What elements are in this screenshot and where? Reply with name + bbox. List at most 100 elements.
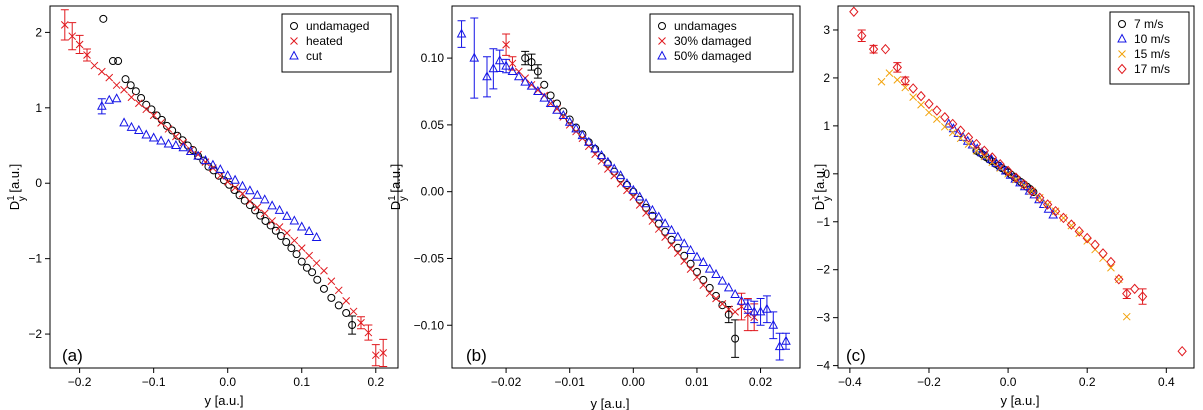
panel-c-15-m-s-point [933,115,941,124]
panel-b-50-damaged-point [482,71,492,81]
panel-b-50-damaged-point [628,184,639,194]
panel-a-heated-point [216,171,225,180]
panel-b-30-damaged-point [584,142,593,151]
panel-a-legend-heated-marker [290,37,298,45]
panel-b-50-damaged-point [768,319,779,329]
panel-b-30-damaged-point [718,300,727,308]
panel-b-30-damaged-point [731,308,739,316]
panel-a-undamaged-point [319,284,328,293]
panel-c-15-m-s-point [1107,263,1115,272]
panel-a-undamaged-point [308,268,317,277]
panel-a-undamaged-point [297,257,306,266]
panel-c-15-m-s-point [909,93,918,101]
panel-c-17-m-s-point [1177,345,1187,357]
panel-c-17-m-s-point [892,62,903,73]
panel-b: −0.02 −0.01 0.00 0.01 0.02 −0.10 −0.05 0.00 0.05… [387,5,801,410]
panel-c-15-m-s-point [1075,229,1084,238]
panel-c-legend-15-m-s-label: 15 m/s [1134,47,1170,61]
panel-c-17-m-s-point [1114,274,1124,285]
panel-b-undamages-point [521,54,530,63]
panel-a-undamaged-point [348,321,357,330]
panel-c-15-m-s-point [972,146,981,155]
panel-c-15-m-s-point [917,100,925,109]
panel-b-50-damaged-point [513,71,524,81]
panel-b-x-tick-label: 0.01 [685,375,709,389]
panel-a-cut-point [178,142,189,152]
panel-c-17-m-s-point [849,6,859,18]
panel-a-heated-point [349,307,358,316]
panel-b-50-damaged-point [603,156,613,166]
panel-c-legend-7-m-s-marker [1118,20,1126,28]
panel-b-50-damaged-point [615,170,626,180]
panel-a-legend-box [281,13,392,73]
panel-c-17-m-s-point [987,152,997,163]
panel-b-50-damaged-point [641,198,651,208]
panel-c-x-tick-label: 0.2 [1079,375,1096,389]
panel-c-17-m-s-point [857,30,867,41]
panel-c: −0.4 −0.2 0.0 0.2 0.4 −4 −3 −2 −1 0 1 2 3 (c) y [a.u… [811,5,1195,408]
panel-a-legend-undamaged-marker [290,22,298,30]
panel-a-heated-point [120,85,128,94]
panel-b-y-tick-label: 0.05 [421,118,445,132]
panel-b-30-damaged-point [559,113,568,121]
panel-b-x-tick-label: 0.02 [749,375,773,389]
panel-b-30-damaged-point [712,294,720,303]
panel-a-legend-heated-label: heated [306,34,343,48]
panel-b-50-damaged-errorbar [482,56,491,98]
panel-b-30-damaged-point [642,209,650,217]
panel-b-marks [456,17,791,361]
panel-b-30-damaged-point [673,249,682,257]
panel-b-50-damaged-errorbar [762,295,771,324]
panel-c-series-17-m-s [849,6,1187,357]
panel-b-50-damaged-errorbar [457,20,466,48]
panel-c-17-m-s-errorbar [1122,288,1131,299]
panel-b-50-damaged-point [596,150,607,160]
panel-b-50-damaged-point [590,143,600,153]
panel-c-17-m-s-point [955,125,966,136]
panel-a-cut-point [245,185,255,195]
panel-a-heated-point [253,203,262,212]
panel-a-x-tick-label: −0.1 [142,375,166,389]
panel-a-legend-cut-marker [289,50,299,60]
panel-a-heated-point [149,111,158,120]
panel-a-heated-point [157,119,165,127]
panel-a-cut-point [96,100,107,110]
panel-b-y-tick-label: −0.10 [414,318,445,332]
panel-b-undamages-point [527,58,536,67]
panel-a-undamaged-point [342,308,351,317]
panel-c-17-m-s-point [1082,232,1092,244]
panel-c-17-m-s-point [1050,205,1061,217]
panel-a-cut-point [222,170,233,180]
panel-b-x-tick-label: −0.02 [491,375,522,389]
panel-a-undamaged-point [126,81,135,90]
panel-c-10-m-s-point [943,118,954,128]
panel-b-series-undamages [521,50,740,358]
panel-b-50-damaged-point [736,295,747,305]
panel-a-undamaged-point [235,191,244,200]
panel-a-cut-point [171,139,181,150]
panel-c-15-m-s-point [940,122,949,131]
panel-b-50-damaged-point [552,104,562,114]
panel-b-30-damaged-point [693,273,701,282]
panel-a-legend-cut-label: cut [306,49,323,63]
panel-c-x-tick-label: −0.2 [917,375,941,389]
panel-b-label: (b) [466,346,487,365]
panel-a-heated-point [334,286,343,295]
panel-a-ylabel: D1y [a.u.] [6,164,28,210]
panel-c-y-tick-label: −2 [816,263,830,277]
panel-a-undamaged-point [240,196,249,205]
panel-c-x-tick-label: −0.4 [838,375,862,389]
panel-a-legend-undamaged-label: undamaged [306,19,369,33]
panel-b-50-damaged-errorbar [769,311,778,340]
panel-b-undamages-point [718,301,727,310]
panel-c-15-m-s-point [948,128,957,137]
panel-a-y-tick-label: −2 [28,327,42,341]
panel-a-heated-point [238,189,247,198]
panel-c-15-m-s-point [885,69,894,77]
panel-b-50-damaged-point [673,231,683,241]
panel-c-series-15-m-s [877,69,1131,321]
panel-c-15-m-s-point [877,77,886,86]
panel-b-x-tick-label: −0.01 [555,375,586,389]
panel-c-15-m-s-point [1122,312,1131,321]
